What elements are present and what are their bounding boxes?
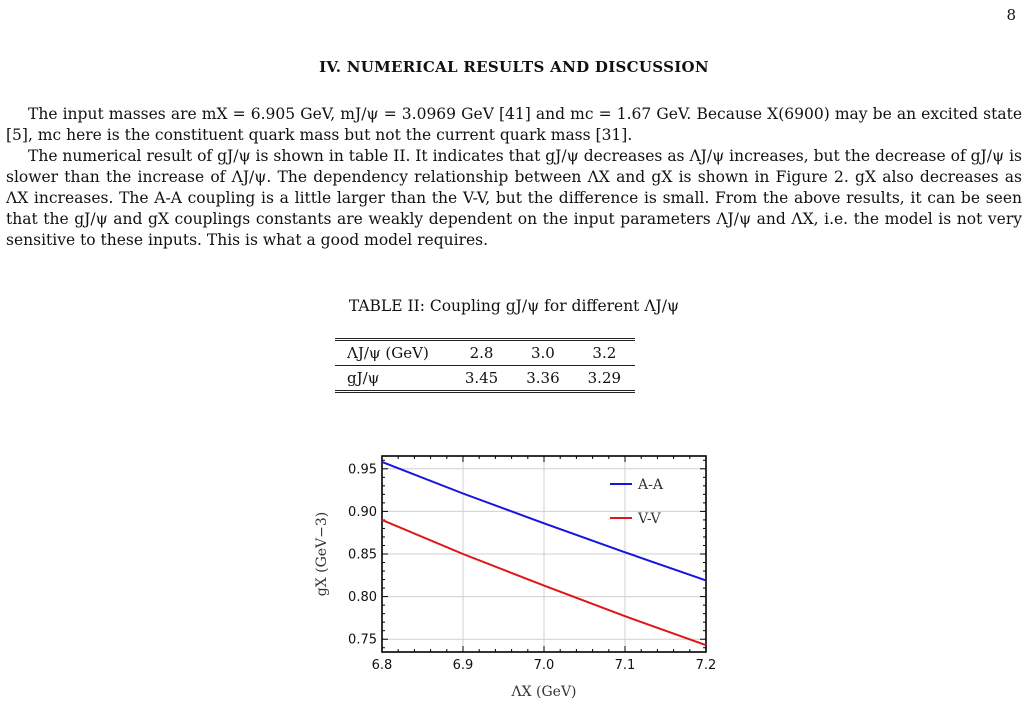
table-cell: 3.29 xyxy=(573,365,636,393)
series-line-v-v xyxy=(381,518,707,647)
table-cell: 3.45 xyxy=(450,365,513,393)
table-caption: TABLE II: Coupling gJ/ψ for different ΛJ… xyxy=(348,297,680,315)
series-line-a-a xyxy=(381,461,707,582)
coupling-table: ΛJ/ψ (GeV) 2.8 3.0 3.2 gJ/ψ 3.45 3.36 3.… xyxy=(335,338,636,393)
y-tick-label: 0.75 xyxy=(348,633,377,648)
y-tick-label: 0.80 xyxy=(348,590,377,605)
x-axis-label: ΛX (GeV) xyxy=(510,684,576,700)
table-cell: 3.36 xyxy=(512,365,574,393)
table-header-cell: 2.8 xyxy=(450,338,513,366)
legend-label: V-V xyxy=(637,511,662,527)
x-tick-label: 6.8 xyxy=(372,658,393,673)
y-axis-label: gX (GeV−3) xyxy=(314,512,330,597)
paragraph-1: The input masses are mX = 6.905 GeV, mJ/… xyxy=(6,105,1022,144)
coupling-line-chart: 6.8 6.9 7.0 7.1 7.2 0.75 0.80 0.85 0.90 0.95 ΛX (G… xyxy=(314,455,717,700)
table-header-cell: ΛJ/ψ (GeV) xyxy=(335,338,451,366)
table-header-cell: 3.0 xyxy=(512,338,574,366)
y-tick-label: 0.95 xyxy=(348,462,377,477)
table-header-cell: 3.2 xyxy=(573,338,636,366)
legend-label: A-A xyxy=(637,477,664,493)
paragraph-2: The numerical result of gJ/ψ is shown in… xyxy=(6,147,1022,249)
section-title: IV. NUMERICAL RESULTS AND DISCUSSION xyxy=(319,58,709,76)
table-header-row: ΛJ/ψ (GeV) 2.8 3.0 3.2 xyxy=(335,338,636,366)
page-number: 8 xyxy=(1006,6,1016,24)
x-tick-label: 7.1 xyxy=(615,658,636,673)
x-tick-label: 6.9 xyxy=(453,658,474,673)
body-text: The input masses are mX = 6.905 GeV, mJ/… xyxy=(6,104,1022,251)
x-tick-label: 7.2 xyxy=(696,658,717,673)
table-row: gJ/ψ 3.45 3.36 3.29 xyxy=(335,365,636,393)
x-tick-label: 7.0 xyxy=(534,658,555,673)
table-cell: gJ/ψ xyxy=(335,365,451,393)
y-tick-label: 0.85 xyxy=(348,548,377,563)
y-tick-label: 0.90 xyxy=(348,505,377,520)
